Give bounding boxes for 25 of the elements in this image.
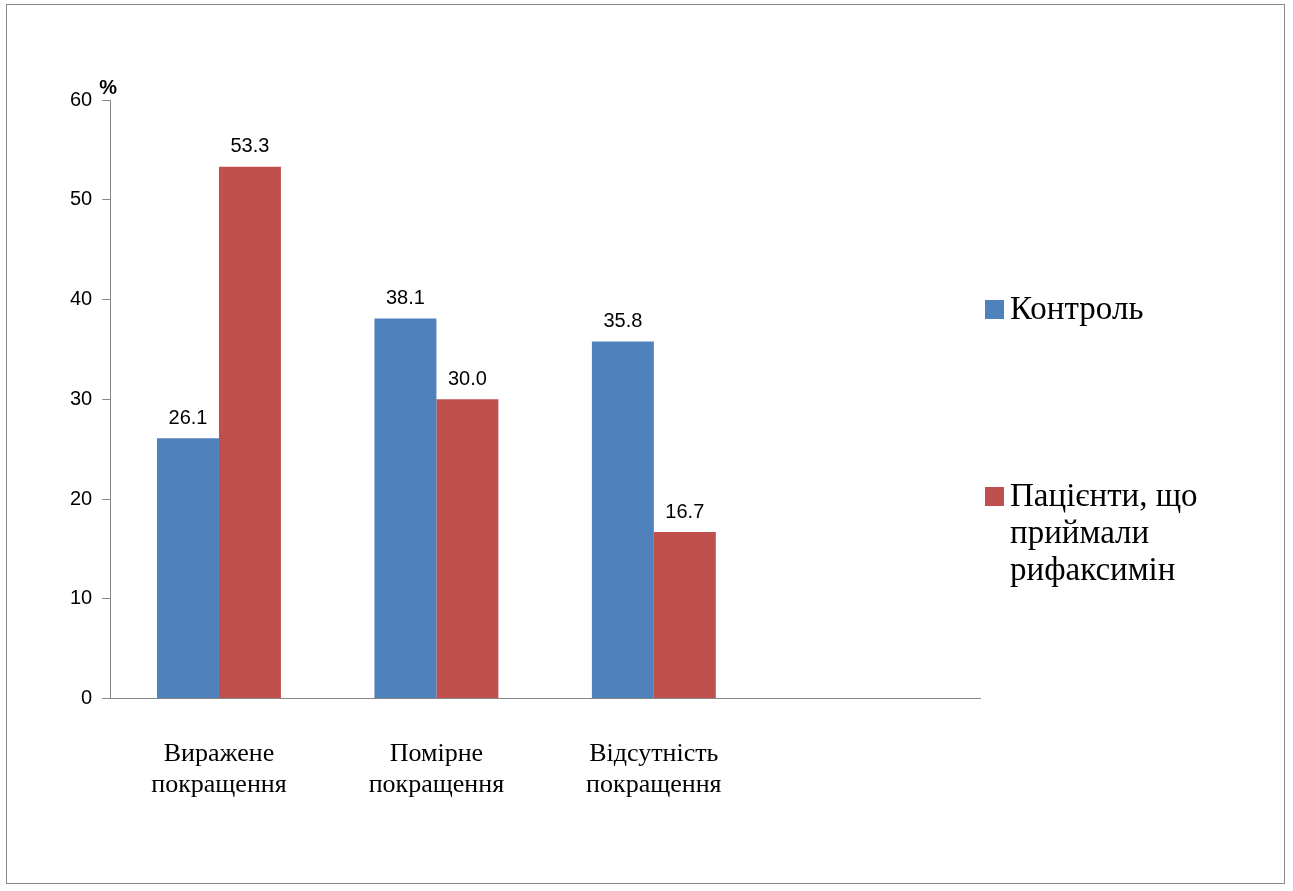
x-tick-label: Виражене покращення [151,738,287,799]
y-axis-title: % [99,75,118,98]
y-tick-label: 40 [70,287,93,310]
y-tick-label: 50 [70,187,93,210]
y-tick-label: 30 [70,386,93,409]
data-label: 30.0 [447,366,487,389]
x-tick-label: Відсутність покращення [586,738,722,799]
legend-label: Контроль [1010,290,1144,327]
data-label: 53.3 [230,134,270,157]
data-label: 26.1 [168,405,208,428]
x-tick-label: Помірне покращення [368,738,505,799]
bar [218,166,281,699]
y-tick-label: 60 [70,87,93,110]
bar [374,318,437,699]
bar [436,399,499,699]
data-label: 16.7 [665,499,705,522]
bar [653,531,716,699]
data-label: 35.8 [603,308,643,331]
y-tick-label: 0 [81,686,93,709]
bar [591,341,654,699]
data-label: 38.1 [385,286,425,308]
y-tick-label: 20 [70,486,93,509]
bar [157,438,219,699]
y-tick-label: 10 [70,586,93,609]
legend-label: Пацієнти, що приймали рифаксимін [1010,477,1199,588]
